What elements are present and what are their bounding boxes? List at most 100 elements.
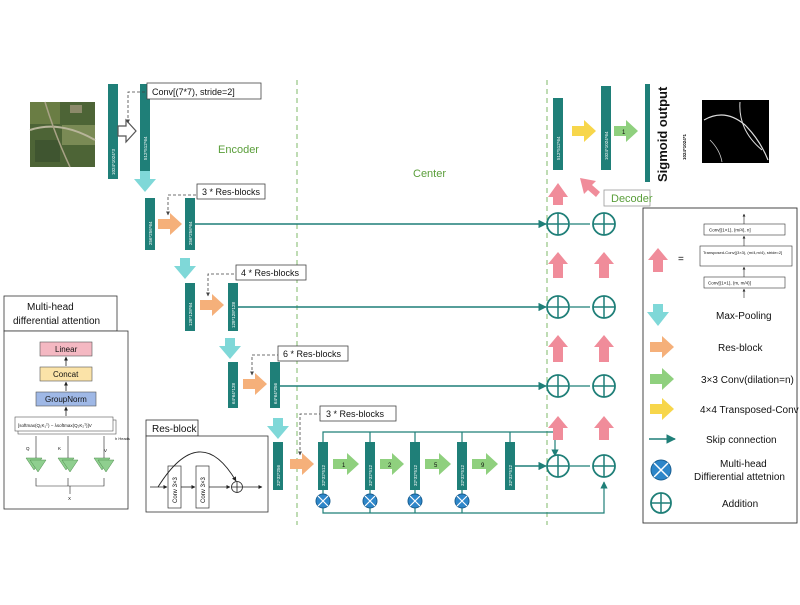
output-mask-image (702, 100, 769, 163)
svg-text:Res-block: Res-block (152, 424, 197, 435)
mhda-heads: h Heads (115, 436, 130, 441)
legend-upsample-icon (648, 248, 668, 272)
legend-attention-icon (650, 459, 672, 481)
sigmoid-output-bar (645, 84, 650, 182)
stem-arrow (117, 118, 137, 144)
svg-text:5: 5 (434, 463, 438, 469)
svg-text:Conv[(1×1), (m, m/4)]: Conv[(1×1), (m, m/4)] (708, 281, 751, 286)
svg-text:6 * Res-blocks: 6 * Res-blocks (283, 349, 342, 359)
svg-text:Linear: Linear (55, 345, 78, 354)
mhda-triangles (25, 457, 115, 473)
feature-bar-enc3-in: 64*64*128 (228, 362, 238, 408)
decoder-label-box: Decoder (603, 189, 653, 207)
dilated-conv-arrow-2: 2 (380, 453, 404, 475)
legend-skip-connection-label: Skip connection (706, 435, 777, 446)
addition-circle-d1-1 (546, 212, 570, 236)
feature-bar-enc2-in: 128*128*64 (185, 283, 195, 331)
res-block-arrow-4 (290, 453, 314, 475)
attention-circle-3 (407, 493, 423, 509)
svg-text:3 * Res-blocks: 3 * Res-blocks (326, 409, 385, 419)
dilated-conv-arrow-1: 1 (333, 453, 359, 475)
svg-text:9: 9 (481, 463, 485, 469)
mhda-x-label: X (68, 496, 71, 501)
feature-bar-enc2-out: 128*128*128 (228, 283, 238, 331)
feature-bar-dec-out1: 512*512*64 (553, 98, 563, 170)
svg-text:4 * Res-blocks: 4 * Res-blocks (241, 268, 300, 278)
max-pooling-arrow-2 (174, 258, 196, 279)
legend-addition-icon (650, 492, 672, 514)
feature-bar-center-2: 32*32*512 (365, 442, 375, 490)
legend-upsample-step-3: Conv[(1×1), (m, m/4)] (703, 276, 786, 289)
resblock-title-box: Res-block (145, 419, 199, 437)
svg-text:3 * Res-blocks: 3 * Res-blocks (202, 187, 261, 197)
mhda-linear: Linear (39, 341, 93, 357)
mhda-concat: Concat (39, 366, 93, 382)
mhda-formula-box: [softmax(Q₁K₁ᵀ) − λsoftmax(Q₂K₂ᵀ)]V (14, 416, 117, 435)
legend-addition-label: Addition (722, 499, 758, 510)
final-conv-arrow: 1 (614, 120, 638, 142)
feature-bar-enc4-in: 32*32*256 (273, 442, 283, 490)
legend-max-pooling-icon (647, 304, 669, 326)
svg-text:32*32*512: 32*32*512 (413, 464, 418, 486)
res-block-arrow-2 (200, 294, 224, 316)
svg-text:Conv[(1×1), (m/4), n]: Conv[(1×1), (m/4), n] (709, 228, 751, 233)
legend-transposed-conv-label: 4×4 Transposed-Conv (700, 405, 799, 416)
svg-text:GroupNorm: GroupNorm (45, 395, 87, 404)
legend-res-block-label: Res-block (718, 343, 763, 354)
mhda-v-label: V (104, 448, 107, 453)
feature-bar-enc1-out: 256*256*64 (185, 198, 195, 250)
encoder-label: Encoder (218, 144, 259, 156)
legend-dilated-conv-icon (650, 368, 674, 390)
svg-text:Conv 3×3: Conv 3×3 (173, 476, 179, 503)
legend-max-pooling-label: Max-Pooling (716, 311, 772, 322)
attention-circle-1 (315, 493, 331, 509)
svg-text:32*32*512: 32*32*512 (368, 464, 373, 486)
legend-attention-label-2: Diffierential attetnion (694, 472, 785, 483)
svg-text:128*128*128: 128*128*128 (231, 301, 236, 328)
svg-text:1: 1 (342, 463, 346, 469)
addition-circle-d1-2 (546, 295, 570, 319)
feature-bar-center-4: 32*32*512 (457, 442, 467, 490)
callout-enc3-res: 6 * Res-blocks (277, 345, 349, 362)
svg-text:1: 1 (622, 130, 626, 136)
mhda-title-1: Multi-head (27, 302, 74, 313)
svg-text:512*512*64: 512*512*64 (143, 136, 148, 160)
output-size: 1024*1024*1 (682, 133, 687, 160)
svg-text:Conv 3×3: Conv 3×3 (201, 476, 207, 503)
resblock-conv2: Conv 3×3 (195, 465, 210, 509)
feature-bar-center-1: 32*32*512 (318, 442, 328, 490)
addition-circle-d2-3 (592, 374, 616, 398)
svg-text:Transposed-Conv[(3×3), (m/4,m/: Transposed-Conv[(3×3), (m/4,m/4), stride… (703, 250, 782, 255)
addition-circle-d1-4 (546, 454, 570, 478)
legend-attention-label-1: Multi-head (720, 459, 767, 470)
svg-text:Conv[(7*7), stride=2]: Conv[(7*7), stride=2] (152, 87, 235, 97)
res-block-arrow-1 (158, 213, 182, 235)
svg-text:32*32*512: 32*32*512 (460, 464, 465, 486)
svg-text:32*32*512: 32*32*512 (321, 464, 326, 486)
legend-upsample-step-2: Transposed-Conv[(3×3), (m/4,m/4), stride… (699, 245, 793, 267)
feature-bar-dec-out2: 1024*1024*64 (601, 86, 611, 170)
svg-text:1024*1024*64: 1024*1024*64 (604, 131, 609, 160)
legend-transposed-conv-icon (650, 398, 674, 420)
addition-circle-d2-1 (592, 212, 616, 236)
legend-res-block-icon (650, 336, 674, 358)
feature-bar-center-5: 32*32*512 (505, 442, 515, 490)
svg-text:256*256*64: 256*256*64 (148, 221, 153, 245)
input-satellite-image (29, 101, 96, 168)
center-label: Center (413, 168, 446, 180)
feature-bar-stem: 512*512*64 (140, 84, 150, 179)
svg-text:128*128*64: 128*128*64 (188, 302, 193, 326)
feature-bar-input: 1024*1024*3 (108, 84, 118, 179)
max-pooling-arrow-3 (219, 338, 241, 359)
svg-text:512*512*64: 512*512*64 (556, 136, 561, 160)
attention-circle-4 (454, 493, 470, 509)
addition-circle-d2-2 (592, 295, 616, 319)
feature-bar-enc3-out: 64*64*256 (270, 362, 280, 408)
transposed-conv-arrow-1 (572, 120, 596, 142)
upsample-arrows (548, 178, 614, 440)
res-block-arrow-3 (243, 373, 267, 395)
resblock-addition (231, 481, 243, 493)
svg-text:Concat: Concat (53, 370, 79, 379)
svg-text:[softmax(Q₁K₁ᵀ) − λsoftmax(Q₂K: [softmax(Q₁K₁ᵀ) − λsoftmax(Q₂K₂ᵀ)]V (18, 423, 92, 428)
